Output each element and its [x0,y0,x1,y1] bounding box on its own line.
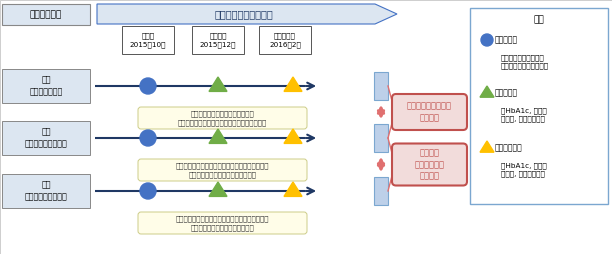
Polygon shape [284,77,302,91]
Text: 実証期間（約五ヵ月）: 実証期間（約五ヵ月） [215,9,274,19]
Circle shape [140,130,156,146]
Polygon shape [209,129,227,144]
Circle shape [140,183,156,199]
FancyBboxPatch shape [259,26,311,54]
FancyBboxPatch shape [122,26,174,54]
FancyBboxPatch shape [2,121,90,155]
Text: サービス利用有無の
効果測定: サービス利用有無の 効果測定 [407,102,452,122]
Text: 終了時検査
2016年2月: 終了時検査 2016年2月 [269,33,301,47]
FancyBboxPatch shape [470,8,608,204]
FancyBboxPatch shape [138,159,307,181]
Text: 開始時
2015年10月: 開始時 2015年10月 [130,33,166,47]
Text: ：終了時検査: ：終了時検査 [495,144,523,152]
Polygon shape [480,86,494,97]
Text: ア）
コントロール群: ア） コントロール群 [29,76,62,97]
Polygon shape [284,129,302,144]
Text: ：中間検査: ：中間検査 [495,88,518,98]
Text: 自動配信
アドバイスの
効果検証: 自動配信 アドバイスの 効果検証 [414,148,444,181]
Polygon shape [480,141,494,152]
FancyBboxPatch shape [374,177,388,205]
FancyBboxPatch shape [2,4,90,25]
Text: 機器を配布し、自身が日々の記録・閲覧を行い、
自動配信のアドバイスを受けない。: 機器を配布し、自身が日々の記録・閲覧を行い、 自動配信のアドバイスを受けない。 [176,162,269,178]
Text: イ）
記録・閲覧のみの群: イ） 記録・閲覧のみの群 [24,128,67,148]
Text: 機器を配布し、自身が日々の記録・閲覧を行い、
自動配信のアドバイスを受ける。: 機器を配布し、自身が日々の記録・閲覧を行い、 自動配信のアドバイスを受ける。 [176,215,269,231]
FancyBboxPatch shape [138,107,307,129]
FancyBboxPatch shape [138,212,307,234]
FancyBboxPatch shape [392,144,467,185]
Polygon shape [284,182,302,196]
Circle shape [481,34,493,46]
FancyBboxPatch shape [2,69,90,103]
Polygon shape [209,77,227,91]
Text: 中間検査
2015年12月: 中間検査 2015年12月 [200,33,236,47]
Text: （HbA1c, 体重、
　腹囲, アンケート）: （HbA1c, 体重、 腹囲, アンケート） [501,162,547,177]
Text: 機器を配布せず、特に何もしない
（生活習慣に気を付けるなどの制限をしない）: 機器を配布せず、特に何もしない （生活習慣に気を付けるなどの制限をしない） [178,110,267,126]
Text: ：対面指導: ：対面指導 [495,36,518,44]
FancyArrow shape [97,4,397,24]
FancyBboxPatch shape [2,174,90,208]
FancyBboxPatch shape [374,124,388,152]
Circle shape [140,78,156,94]
FancyBboxPatch shape [374,72,388,100]
Text: 凡例: 凡例 [534,15,545,24]
Text: （一般的な生活習慣病
　予備群に対する指導）: （一般的な生活習慣病 予備群に対する指導） [501,54,549,69]
FancyBboxPatch shape [392,94,467,130]
Text: （HbA1c, 体重、
　腹囲, アンケート）: （HbA1c, 体重、 腹囲, アンケート） [501,107,547,122]
Polygon shape [209,182,227,196]
Text: ウ）
記録・閲覧＋指導群: ウ） 記録・閲覧＋指導群 [24,181,67,201]
Text: 対象者の割付: 対象者の割付 [30,10,62,19]
FancyBboxPatch shape [192,26,244,54]
